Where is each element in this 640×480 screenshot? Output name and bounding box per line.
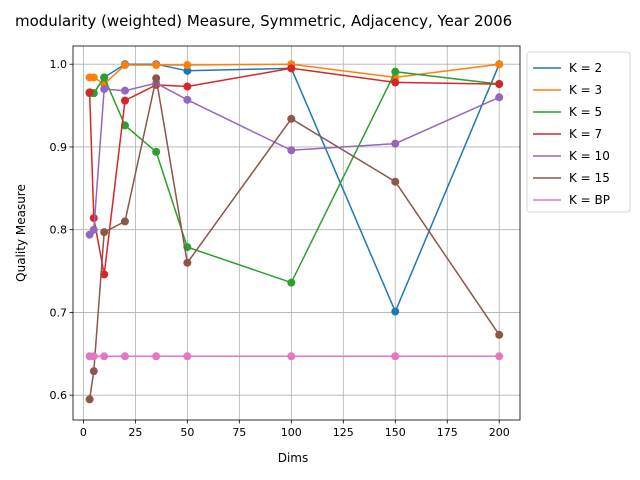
data-point (391, 78, 400, 87)
x-tick-label: 0 (80, 426, 87, 439)
y-axis-label: Quality Measure (14, 184, 28, 282)
legend-entry: K = 5 (569, 105, 602, 119)
data-point (100, 228, 109, 237)
data-point (391, 67, 400, 76)
data-point (183, 61, 192, 70)
chart-title: modularity (weighted) Measure, Symmetric… (15, 12, 512, 30)
data-point (495, 60, 504, 69)
ticks: 0 25 50 75 100 125 150 175 200 0.6 0.7 0.8 0.9 1.0 (50, 58, 510, 439)
data-point (85, 395, 94, 404)
data-point (183, 82, 192, 91)
data-point (100, 352, 109, 361)
data-point (89, 367, 98, 376)
data-point (183, 95, 192, 104)
legend-entry: K = BP (569, 193, 610, 207)
data-point (495, 330, 504, 339)
data-point (152, 61, 161, 70)
data-point (89, 214, 98, 223)
legend-entry: K = 10 (569, 149, 610, 163)
x-axis-label: Dims (278, 451, 309, 465)
x-tick-label: 100 (281, 426, 302, 439)
y-tick-label: 0.9 (50, 141, 68, 154)
data-point (100, 270, 109, 279)
data-point (183, 258, 192, 267)
series-group (85, 60, 504, 404)
x-tick-label: 125 (333, 426, 354, 439)
y-tick-label: 0.6 (50, 389, 68, 402)
y-tick-label: 0.8 (50, 224, 68, 237)
legend-entry: K = 2 (569, 61, 602, 75)
data-point (152, 147, 161, 156)
data-point (100, 85, 109, 94)
legend-box (526, 51, 631, 213)
data-point (287, 146, 296, 155)
x-tick-label: 25 (128, 426, 142, 439)
data-point (120, 352, 129, 361)
data-point (100, 73, 109, 82)
data-point (495, 352, 504, 361)
data-point (120, 86, 129, 95)
data-point (391, 139, 400, 148)
legend: K = 2 K = 3 K = 5 K = 7 K = 10 K = 15 K = BP (526, 51, 631, 213)
x-tick-label: 200 (489, 426, 510, 439)
data-point (287, 278, 296, 287)
data-point (89, 73, 98, 82)
x-tick-label: 50 (180, 426, 194, 439)
x-tick-label: 175 (437, 426, 458, 439)
data-point (287, 352, 296, 361)
data-point (495, 80, 504, 89)
series-line (88, 78, 500, 400)
x-tick-label: 75 (232, 426, 246, 439)
data-point (120, 217, 129, 226)
data-point (89, 225, 98, 234)
data-point (89, 352, 98, 361)
x-tick-label: 150 (385, 426, 406, 439)
data-point (152, 74, 161, 83)
data-point (495, 93, 504, 102)
legend-entry: K = 15 (569, 171, 610, 185)
y-tick-label: 0.7 (50, 306, 68, 319)
data-point (85, 88, 94, 97)
data-point (287, 64, 296, 73)
legend-entry: K = 7 (569, 127, 602, 141)
data-point (287, 114, 296, 123)
data-point (391, 352, 400, 361)
data-point (391, 307, 400, 316)
data-point (183, 66, 192, 75)
grid (73, 46, 520, 420)
data-point (152, 352, 161, 361)
data-point (120, 96, 129, 105)
data-point (120, 61, 129, 70)
legend-entry: K = 3 (569, 83, 602, 97)
y-tick-label: 1.0 (50, 58, 68, 71)
data-point (183, 352, 192, 361)
plot-frame (72, 45, 521, 421)
data-point (391, 177, 400, 186)
